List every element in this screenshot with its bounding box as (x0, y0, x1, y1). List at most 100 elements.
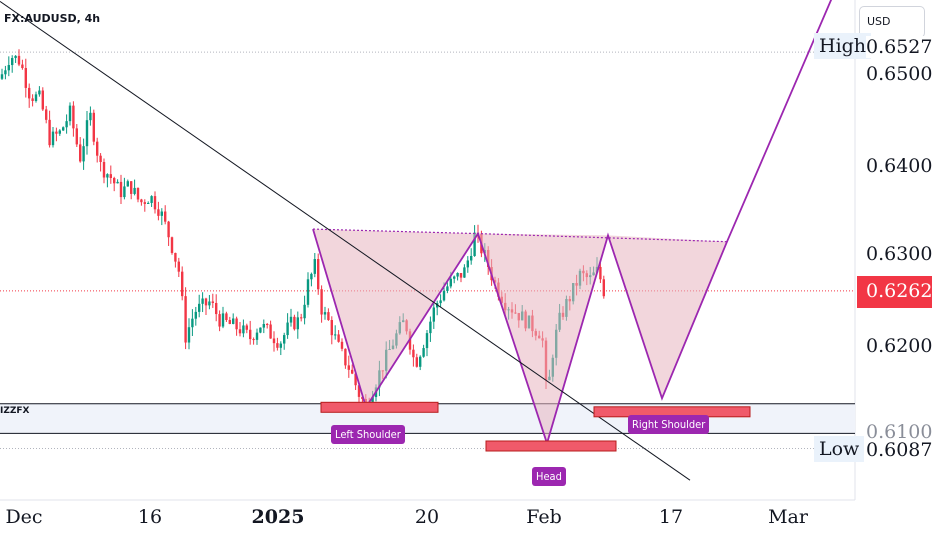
low-label: Low (814, 436, 865, 462)
candle-body (255, 332, 259, 340)
candle-body (221, 313, 225, 327)
high-label: High (814, 33, 872, 59)
candle-body (317, 259, 320, 290)
head-marker (485, 440, 617, 452)
candle-body (228, 320, 231, 324)
candle-body (204, 298, 208, 306)
candle-body (85, 120, 89, 147)
candle-body (303, 304, 306, 319)
candle-body (235, 318, 238, 330)
candle-body (75, 128, 78, 145)
candle-body (473, 232, 476, 257)
candle-body (269, 324, 272, 339)
candle-body (371, 397, 374, 406)
candle-body (238, 329, 242, 334)
candle-body (184, 296, 187, 343)
candlestick-series (0, 49, 605, 411)
candle-body (453, 276, 456, 279)
candle-body (160, 211, 163, 216)
candle-body (599, 266, 602, 280)
candle-body (412, 349, 415, 358)
candle-body (136, 187, 140, 200)
candle-body (232, 318, 235, 324)
candle-body (89, 112, 92, 121)
candle-body (140, 199, 143, 203)
candle-body (106, 174, 109, 178)
candle-body (11, 58, 14, 66)
candle-body (211, 301, 214, 303)
candle-body (225, 313, 228, 321)
left-shoulder-label[interactable]: Left Shoulder (331, 425, 405, 444)
high-value: 0.65276 (866, 36, 932, 58)
candle-body (279, 343, 282, 348)
candle-body (313, 259, 316, 274)
candle-body (45, 109, 48, 120)
candle-body (351, 369, 354, 374)
symbol-title[interactable]: FX:AUDUSD, 4h (4, 12, 101, 25)
candle-body (167, 221, 170, 238)
candle-body (14, 55, 17, 59)
candle-body (470, 256, 473, 261)
candle-body (116, 181, 119, 184)
candle-body (17, 55, 21, 65)
candle-body (439, 300, 442, 304)
candle-body (425, 333, 429, 349)
candle-body (147, 202, 150, 204)
candle-body (432, 307, 435, 322)
candle-body (126, 181, 129, 187)
candle-body (79, 144, 82, 162)
candle-body (456, 272, 459, 277)
candle-body (119, 181, 123, 198)
right-shoulder-area (608, 235, 727, 399)
candle-body (344, 348, 347, 366)
candle-body (272, 338, 276, 344)
pattern-markers (320, 401, 751, 452)
candle-body (48, 119, 51, 146)
candle-body (72, 105, 75, 129)
candle-body (174, 252, 177, 262)
candle-body (58, 130, 61, 134)
candle-body (157, 209, 160, 216)
candle-body (68, 105, 72, 122)
candle-body (198, 303, 201, 312)
candle-body (0, 74, 4, 79)
candle-body (446, 286, 449, 291)
candle-body (215, 302, 218, 315)
candle-body (177, 261, 180, 272)
candle-body (28, 87, 31, 99)
candle-body (422, 348, 425, 357)
candle-body (245, 325, 248, 330)
candle-body (252, 339, 255, 341)
candle-body (354, 373, 357, 386)
trendline (0, 0, 691, 481)
candle-body (21, 64, 24, 69)
candle-body (133, 187, 136, 194)
candle-body (208, 301, 211, 306)
candle-body (109, 174, 112, 179)
candle-body (293, 316, 296, 330)
candle-body (31, 98, 34, 101)
head-label[interactable]: Head (532, 467, 566, 486)
candle-body (96, 141, 99, 156)
left-shoulder-area (313, 229, 478, 408)
candle-body (24, 68, 27, 88)
candle-body (429, 321, 432, 334)
candle-body (218, 314, 221, 327)
candle-body (415, 357, 418, 367)
time-tick-label: 17 (658, 506, 684, 528)
candle-body (113, 178, 116, 184)
candle-body (34, 94, 38, 101)
candle-body (327, 312, 330, 321)
candle-body (38, 90, 41, 95)
candle-body (187, 327, 191, 343)
head-and-shoulders-pattern (312, 0, 833, 447)
candle-body (330, 320, 333, 336)
candle-body (266, 324, 269, 326)
candle-body (99, 155, 102, 163)
candle-body (347, 365, 350, 370)
candle-body (62, 127, 65, 131)
right-shoulder-label[interactable]: Right Shoulder (628, 415, 710, 434)
candle-body (130, 181, 133, 194)
candle-body (262, 324, 265, 328)
